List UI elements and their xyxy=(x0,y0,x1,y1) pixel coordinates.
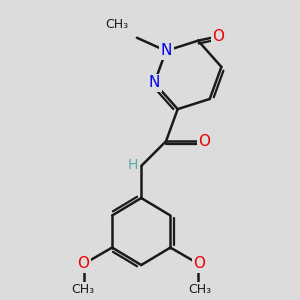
Text: CH₃: CH₃ xyxy=(71,283,94,296)
Text: O: O xyxy=(194,256,206,271)
Text: CH₃: CH₃ xyxy=(105,18,128,31)
Text: O: O xyxy=(212,29,224,44)
Text: H: H xyxy=(128,158,138,172)
Text: O: O xyxy=(77,256,89,271)
Text: N: N xyxy=(149,75,160,90)
Text: N: N xyxy=(160,44,172,59)
Text: CH₃: CH₃ xyxy=(188,283,211,296)
Text: O: O xyxy=(199,134,211,149)
